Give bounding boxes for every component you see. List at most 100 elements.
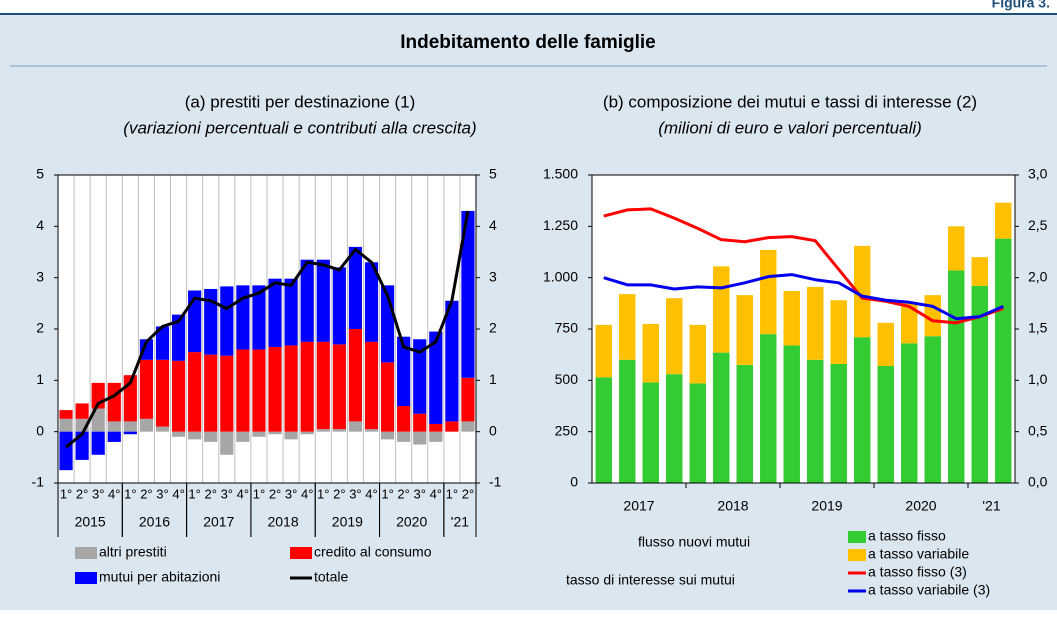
bar: [123, 431, 137, 435]
bar: [642, 323, 659, 383]
legend-label: a tasso fisso (3): [868, 564, 967, 580]
x-tick-label: 1°: [124, 486, 136, 501]
x-group-label: 2019: [332, 514, 363, 530]
y2-tick-label: -1: [489, 474, 502, 490]
bar: [666, 298, 683, 375]
bar: [171, 431, 186, 437]
bar: [204, 431, 218, 442]
bar: [877, 365, 894, 483]
legend-swatch: [848, 549, 866, 561]
x-tick-label: 2°: [462, 486, 474, 501]
bar: [348, 246, 363, 329]
y-tick-label: 750: [555, 320, 579, 336]
chart-title: (a) prestiti per destinazione (1): [185, 92, 416, 111]
bar: [901, 302, 918, 344]
bar: [413, 413, 427, 432]
bar: [948, 270, 965, 483]
line: [603, 273, 1004, 321]
y2-tick-label: 2,5: [1028, 217, 1048, 233]
x-group-label: 2020: [396, 514, 427, 530]
legend-group-label: tasso di interesse sui mutui: [566, 572, 735, 588]
bar: [689, 324, 706, 384]
plot-frame: [591, 174, 1016, 484]
y2-tick-label: 0,5: [1028, 422, 1048, 438]
bar: [397, 336, 411, 406]
bar: [268, 278, 282, 347]
x-tick-label: 1°: [188, 486, 200, 501]
bar: [348, 421, 363, 432]
bar: [220, 355, 234, 432]
bar: [155, 326, 170, 360]
bar: [204, 288, 218, 355]
bar: [854, 245, 871, 338]
line: [603, 207, 1004, 325]
x-group-label: 2017: [203, 514, 234, 530]
y2-tick-label: 0,0: [1028, 474, 1048, 490]
chart-subtitle: (milioni di euro e valori percentuali): [658, 118, 922, 137]
bar: [139, 418, 154, 432]
x-tick-label: 2°: [140, 486, 152, 501]
bar: [736, 295, 753, 365]
x-group-label: 2018: [717, 498, 748, 514]
bar: [619, 294, 636, 360]
legend-swatch: [848, 531, 866, 543]
legend-swatch: [75, 547, 97, 559]
bar: [236, 285, 250, 350]
x-group-label: 2019: [811, 498, 842, 514]
bar: [830, 363, 847, 483]
bar: [445, 300, 459, 422]
bar: [123, 421, 137, 432]
plot-area: [592, 175, 1015, 483]
x-group-label: 2020: [905, 498, 936, 514]
bar: [300, 341, 314, 432]
bar: [364, 262, 379, 342]
y-tick-label: 2: [36, 320, 44, 336]
x-tick-label: 4°: [172, 486, 184, 501]
x-tick-label: 3°: [414, 486, 426, 501]
y-tick-label: 0: [36, 422, 44, 438]
bar: [783, 291, 800, 346]
bar: [268, 346, 282, 432]
bar: [188, 352, 202, 432]
line: [65, 210, 470, 449]
bar: [107, 431, 121, 442]
bar: [830, 300, 847, 364]
y2-tick-label: 2,0: [1028, 268, 1048, 284]
x-tick-label: 1°: [253, 486, 265, 501]
x-tick-label: 2°: [205, 486, 217, 501]
bar: [760, 249, 777, 335]
legend-swatch: [290, 547, 312, 559]
bar: [924, 336, 941, 483]
bar: [188, 290, 202, 353]
y-tick-label: 1.250: [543, 217, 578, 233]
legend-label: altri prestiti: [99, 544, 167, 560]
x-group-label: 2017: [623, 498, 654, 514]
bar: [107, 421, 121, 432]
bar: [284, 278, 298, 346]
bar: [380, 431, 395, 440]
bar: [901, 343, 918, 483]
bar: [429, 431, 443, 442]
figure-label: Figura 3.: [992, 0, 1050, 11]
bar: [666, 374, 683, 483]
x-tick-label: 3°: [221, 486, 233, 501]
x-group-label: 2015: [75, 514, 106, 530]
bar: [736, 364, 753, 483]
bar: [461, 421, 475, 432]
bar: [948, 226, 965, 271]
bar: [429, 423, 443, 432]
bar: [461, 210, 475, 378]
y2-tick-label: 1,0: [1028, 371, 1048, 387]
legend-label: totale: [314, 569, 348, 585]
legend-label: credito al consumo: [314, 544, 432, 560]
y-tick-label: 3: [36, 268, 44, 284]
x-tick-label: 2°: [269, 486, 281, 501]
bar: [397, 406, 411, 432]
bar: [252, 285, 266, 350]
bar: [332, 267, 346, 345]
x-tick-label: 2°: [397, 486, 409, 501]
chart-title: (b) composizione dei mutui e tassi di in…: [603, 92, 977, 111]
x-tick-label: 4°: [365, 486, 377, 501]
bar: [971, 257, 988, 286]
y2-tick-label: 3,0: [1028, 166, 1048, 182]
